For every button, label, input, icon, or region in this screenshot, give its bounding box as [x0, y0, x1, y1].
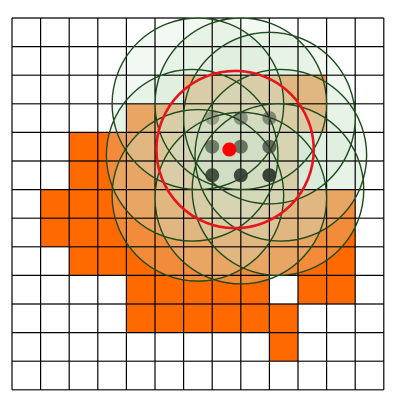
sample-point: [233, 168, 248, 183]
filled-cell: [155, 218, 184, 247]
filled-cell: [269, 332, 298, 362]
filled-cell: [69, 161, 98, 190]
filled-cell: [126, 304, 155, 333]
sample-point: [205, 111, 220, 126]
filled-cell: [298, 189, 327, 219]
neighbor-circle: [154, 17, 328, 191]
sample-point: [262, 168, 277, 183]
filled-cell: [126, 189, 155, 219]
neighbor-circle: [111, 108, 285, 282]
filled-cell: [240, 246, 270, 276]
filled-cell: [126, 218, 155, 247]
neighbor-circle: [194, 68, 368, 242]
filled-cell: [240, 75, 270, 104]
filled-cell: [183, 304, 213, 333]
filled-cell: [212, 218, 241, 247]
filled-cell: [69, 218, 98, 247]
filled-cell: [183, 103, 213, 133]
filled-cell: [326, 218, 356, 247]
filled-cell: [126, 246, 155, 276]
filled-cell: [269, 246, 298, 276]
filled-cell: [69, 132, 98, 161]
filled-cell: [269, 218, 298, 247]
sample-point: [262, 111, 277, 126]
filled-cell: [298, 275, 327, 304]
filled-cell: [183, 246, 213, 276]
filled-cell: [326, 275, 356, 304]
filled-cell: [69, 189, 98, 219]
neighbor-circle: [105, 68, 279, 242]
filled-cell: [126, 103, 155, 133]
filled-cell: [97, 218, 127, 247]
neighbor-circle: [191, 103, 365, 277]
filled-cell: [69, 246, 98, 276]
filled-cell: [155, 132, 184, 161]
filled-cell: [212, 304, 241, 333]
filled-cell: [97, 246, 127, 276]
filled-cell: [326, 189, 356, 219]
sample-point: [233, 111, 248, 126]
neighbor-circle: [182, 31, 356, 205]
center-point: [222, 142, 237, 157]
filled-cell: [126, 132, 155, 161]
filled-cells: [40, 75, 356, 362]
filled-cell: [40, 189, 70, 219]
filled-cell: [298, 218, 327, 247]
filled-cell: [212, 246, 241, 276]
sample-point: [262, 139, 277, 154]
filled-cell: [40, 218, 70, 247]
filled-cell: [155, 304, 184, 333]
highlight-layer: [155, 69, 316, 230]
sample-point: [205, 168, 220, 183]
sample-points: [205, 111, 277, 183]
sample-point: [205, 139, 220, 154]
filled-cell: [326, 246, 356, 276]
filled-cell: [298, 246, 327, 276]
filled-cell: [269, 304, 298, 333]
filled-cell: [126, 275, 155, 304]
sample-point: [233, 139, 248, 154]
filled-cell: [155, 275, 184, 304]
filled-cell: [155, 246, 184, 276]
filled-cell: [240, 304, 270, 333]
highlight-circle: [155, 69, 316, 230]
